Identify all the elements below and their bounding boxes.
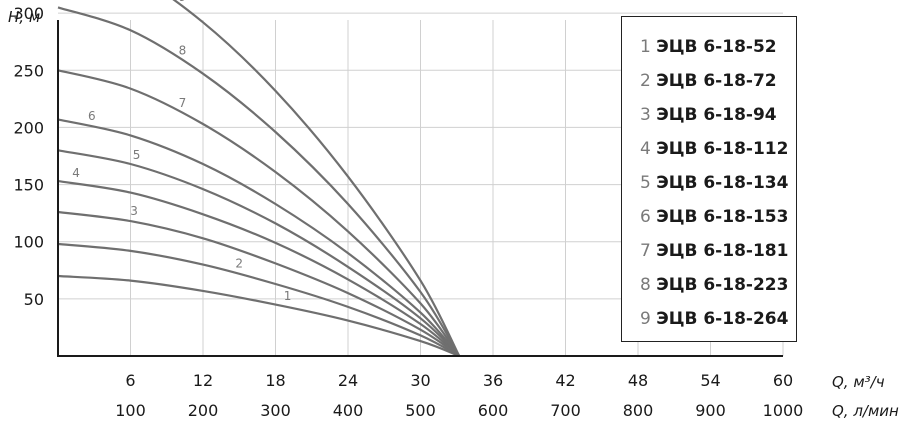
curve-2 (57, 242, 460, 357)
curves-group (57, 0, 461, 358)
curve-labels-group: 1 2 3 4 5 6 7 8 9 (72, 0, 291, 303)
x-tick-label: 24 (338, 371, 358, 390)
axes-group (57, 20, 783, 357)
x-tick-label-secondary: 1000 (763, 401, 804, 420)
legend-number: 5 (640, 173, 651, 193)
y-tick-label: 200 (13, 118, 44, 137)
curve-1 (57, 274, 460, 358)
x-tick-label-secondary: 500 (405, 401, 436, 420)
x-tick-label: 54 (700, 371, 720, 390)
x-tick-label-secondary: 400 (333, 401, 364, 420)
x-tick-label: 48 (628, 371, 648, 390)
curve-8 (57, 6, 461, 357)
legend-label: ЭЦВ 6-18-52 (656, 37, 777, 57)
legend-item: 1 ЭЦВ 6-18-52 (640, 37, 777, 57)
legend-number: 8 (640, 275, 651, 295)
legend-item: 2 ЭЦВ 6-18-72 (640, 71, 777, 91)
x-axis-title-secondary: Q, л/мин (832, 402, 899, 420)
legend-label: ЭЦВ 6-18-264 (656, 309, 789, 329)
legend-label: ЭЦВ 6-18-72 (656, 71, 777, 91)
curve-7 (57, 69, 461, 357)
curve-label-5: 5 (133, 148, 141, 162)
curve-label-6: 6 (88, 109, 96, 123)
y-axis-title: H, м (8, 8, 40, 26)
x-tick-label-secondary: 700 (550, 401, 581, 420)
y-tick-label: 50 (24, 290, 44, 309)
curve-label-1: 1 (284, 289, 292, 303)
curve-label-7: 7 (179, 96, 187, 110)
legend-number: 4 (640, 139, 651, 159)
x-tick-label: 42 (555, 371, 575, 390)
x-tick-label-secondary: 900 (695, 401, 726, 420)
curve-6 (57, 118, 461, 357)
x-tick-label: 36 (483, 371, 503, 390)
legend-label: ЭЦВ 6-18-181 (656, 241, 789, 261)
x-tick-label: 60 (773, 371, 793, 390)
legend-label: ЭЦВ 6-18-112 (656, 139, 789, 159)
legend-number: 2 (640, 71, 651, 91)
legend-label: ЭЦВ 6-18-94 (656, 105, 777, 125)
x-tick-label-secondary: 100 (115, 401, 146, 420)
legend-number: 7 (640, 241, 651, 261)
legend-item: 6 ЭЦВ 6-18-153 (640, 207, 788, 227)
x-tick-label-secondary: 600 (478, 401, 509, 420)
legend-item: 4 ЭЦВ 6-18-112 (640, 139, 788, 159)
legend-label: ЭЦВ 6-18-223 (656, 275, 789, 295)
x-tick-label-secondary: 200 (188, 401, 219, 420)
curve-label-8: 8 (179, 43, 187, 57)
legend-number: 6 (640, 207, 651, 227)
curve-5 (57, 149, 460, 357)
curve-4 (57, 180, 460, 357)
ticks-group: 6100122001830024400305003660042700488005… (13, 4, 804, 420)
legend-label: ЭЦВ 6-18-153 (656, 207, 789, 227)
curve-label-2: 2 (235, 256, 243, 270)
legend-item: 3 ЭЦВ 6-18-94 (640, 105, 777, 125)
curve-label-4: 4 (72, 166, 80, 180)
legend-item: 8 ЭЦВ 6-18-223 (640, 275, 788, 295)
legend-number: 1 (640, 37, 651, 57)
curve-3 (57, 210, 460, 357)
curve-label-9: 9 (179, 0, 187, 4)
y-tick-label: 150 (13, 176, 44, 195)
curve-label-3: 3 (130, 204, 138, 218)
x-tick-label: 6 (125, 371, 135, 390)
legend-item: 9 ЭЦВ 6-18-264 (640, 309, 788, 329)
y-tick-label: 100 (13, 233, 44, 252)
x-tick-label-secondary: 800 (623, 401, 654, 420)
legend-number: 9 (640, 309, 651, 329)
legend-number: 3 (640, 105, 651, 125)
x-tick-label: 30 (410, 371, 430, 390)
x-tick-label-secondary: 300 (260, 401, 291, 420)
legend-label: ЭЦВ 6-18-134 (656, 173, 789, 193)
y-tick-label: 300 (13, 4, 44, 23)
x-axis-title: Q, м³/ч (832, 373, 885, 391)
x-tick-label: 12 (193, 371, 213, 390)
y-tick-label: 250 (13, 61, 44, 80)
legend-item: 5 ЭЦВ 6-18-134 (640, 173, 788, 193)
legend-item: 7 ЭЦВ 6-18-181 (640, 241, 788, 261)
curve-9 (172, 0, 461, 357)
legend: 1 ЭЦВ 6-18-52 2 ЭЦВ 6-18-72 3 ЭЦВ 6-18-9… (621, 16, 797, 342)
x-tick-label: 18 (265, 371, 285, 390)
